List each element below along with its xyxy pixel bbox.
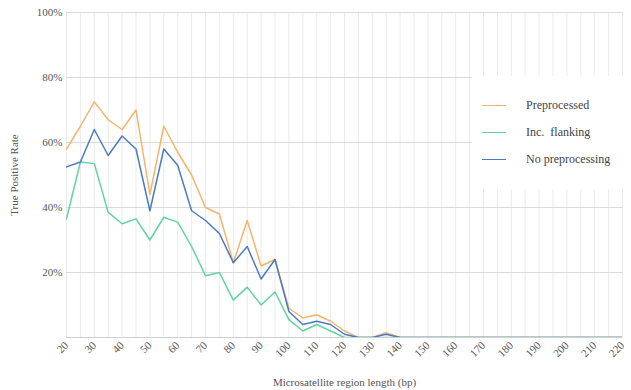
- svg-text:170: 170: [467, 339, 488, 360]
- svg-text:100: 100: [273, 339, 294, 360]
- svg-text:110: 110: [301, 339, 321, 359]
- html-text:Preprocessed: Preprocessed: [526, 98, 590, 112]
- svg-text:50: 50: [138, 339, 155, 356]
- svg-text:160: 160: [439, 339, 460, 360]
- svg-text:60%: 60%: [42, 136, 62, 148]
- svg-text:80: 80: [221, 339, 238, 356]
- svg-text:190: 190: [523, 339, 544, 360]
- svg-text:20: 20: [54, 339, 71, 356]
- svg-text:90: 90: [249, 339, 266, 356]
- svg-text:210: 210: [578, 339, 599, 360]
- svg-text:220: 220: [606, 339, 627, 360]
- html-text:No preprocessing: No preprocessing: [526, 152, 611, 166]
- svg-text:30: 30: [82, 339, 99, 356]
- svg-text:150: 150: [412, 339, 433, 360]
- svg-text:100%: 100%: [37, 6, 63, 18]
- svg-text:130: 130: [356, 339, 377, 360]
- svg-text:60: 60: [165, 339, 182, 356]
- svg-text:True Positive Rate: True Positive Rate: [8, 134, 20, 216]
- svg-text:140: 140: [384, 339, 405, 360]
- svg-text:40: 40: [110, 339, 127, 356]
- svg-text:200: 200: [551, 339, 572, 360]
- svg-text:40%: 40%: [42, 201, 62, 213]
- svg-text:120: 120: [328, 339, 349, 360]
- svg-text:80%: 80%: [42, 71, 62, 83]
- svg-text:Microsatellite region length (: Microsatellite region length (bp): [273, 376, 417, 389]
- svg-text:20%: 20%: [42, 266, 62, 278]
- svg-text:70: 70: [193, 339, 210, 356]
- html-text:Inc. flanking: Inc. flanking: [526, 125, 591, 139]
- svg-text:180: 180: [495, 339, 516, 360]
